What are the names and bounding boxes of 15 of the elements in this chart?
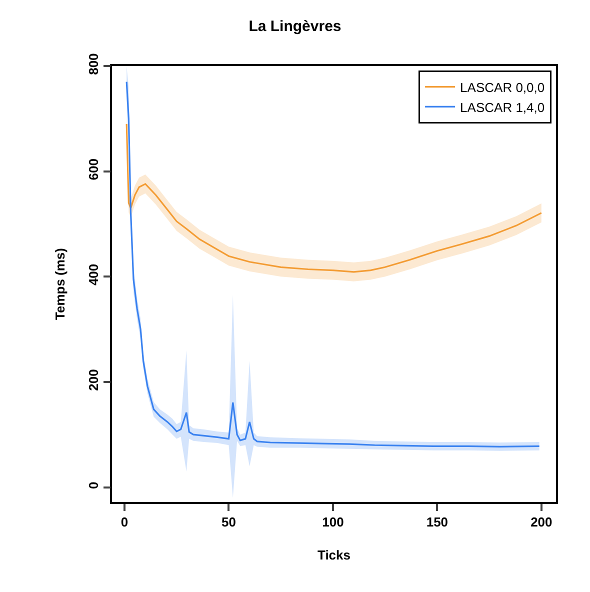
x-axis-title: Ticks (317, 547, 351, 562)
x-tick-label: 100 (322, 514, 344, 530)
x-tick-label: 200 (530, 514, 552, 530)
chart-title: La Lingèvres (248, 18, 342, 36)
y-axis-title: Temps (ms) (52, 248, 68, 320)
y-tick-label: 800 (86, 53, 102, 75)
x-tick-label: 50 (221, 514, 236, 530)
y-tick-label: 0 (86, 482, 102, 489)
y-tick-label: 200 (86, 369, 102, 391)
y-tick-label: 400 (86, 264, 102, 286)
legend-label: LASCAR 0,0,0 (460, 80, 545, 95)
x-tick-label: 0 (120, 514, 128, 530)
legend-label: LASCAR 1,4,0 (460, 100, 545, 115)
x-tick-label: 150 (426, 514, 448, 530)
y-tick-label: 600 (86, 158, 102, 180)
